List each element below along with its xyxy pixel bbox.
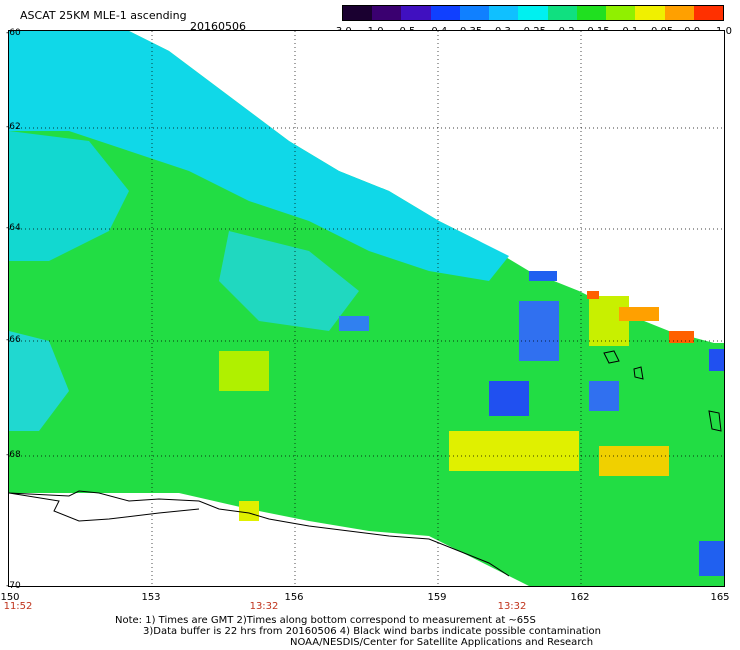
note-line-1: Note: 1) Times are GMT 2)Times along bot…: [115, 615, 536, 626]
time-label: 13:32: [249, 601, 279, 612]
x-tick-label: 150: [0, 592, 20, 603]
gridlines: [9, 31, 724, 586]
time-label: 11:52: [3, 601, 33, 612]
island: [633, 366, 644, 380]
orange-patch: [619, 307, 659, 321]
colorbar: [342, 5, 724, 21]
y-tick-label: -70: [6, 581, 21, 591]
yellow-patch: [239, 501, 259, 521]
y-tick-label: -64: [6, 223, 21, 233]
island: [603, 350, 620, 364]
cyan-region-mid: [219, 231, 359, 331]
x-tick-label: 159: [427, 592, 447, 603]
y-tick-label: -66: [6, 335, 21, 345]
scatterometer-map: [9, 31, 724, 586]
blue-patch: [709, 349, 724, 371]
colorbar-swatch: [459, 6, 490, 20]
orange-patch: [669, 331, 694, 343]
colorbar-swatch: [401, 6, 431, 20]
colorbar-swatch: [430, 6, 460, 20]
colorbar-swatch: [518, 6, 548, 20]
colorbar-swatch: [635, 6, 665, 20]
blue-patch: [529, 271, 557, 281]
colorbar-swatch: [343, 6, 373, 20]
blue-patch: [339, 316, 369, 331]
blue-patch: [519, 301, 559, 361]
y-tick-label: -68: [6, 450, 21, 460]
cyan-region-west: [9, 131, 129, 261]
island: [708, 410, 722, 432]
coastline: [9, 490, 510, 577]
yellow-patch: [219, 351, 269, 391]
x-tick-label: 156: [284, 592, 304, 603]
colorbar-swatch: [606, 6, 636, 20]
chart-title: ASCAT 25KM MLE-1 ascending: [20, 9, 187, 22]
map-panel: [8, 30, 725, 587]
cyan-region-south: [9, 331, 69, 431]
note-line-3: NOAA/NESDIS/Center for Satellite Applica…: [290, 637, 594, 648]
yellow-patch: [599, 446, 669, 476]
blue-patch: [589, 381, 619, 411]
yellow-patch: [449, 431, 579, 471]
chart-date: 20160506: [190, 20, 246, 33]
y-tick-label: -60: [6, 28, 21, 38]
colorbar-swatch: [664, 6, 694, 20]
colorbar-swatch: [576, 6, 607, 20]
x-tick-label: 153: [141, 592, 161, 603]
orange-patch: [587, 291, 599, 299]
blue-patch: [699, 541, 724, 576]
y-tick-label: -62: [6, 122, 21, 132]
colorbar-swatch: [547, 6, 577, 20]
time-label: 13:32: [497, 601, 527, 612]
colorbar-swatch: [693, 6, 724, 20]
blue-patch: [489, 381, 529, 416]
colorbar-swatch: [372, 6, 402, 20]
x-tick-label: 162: [570, 592, 590, 603]
colorbar-swatch: [489, 6, 519, 20]
cyan-region-north: [9, 31, 509, 281]
x-tick-label: 165: [710, 592, 730, 603]
note-line-2: 3)Data buffer is 22 hrs from 20160506 4)…: [143, 626, 601, 637]
